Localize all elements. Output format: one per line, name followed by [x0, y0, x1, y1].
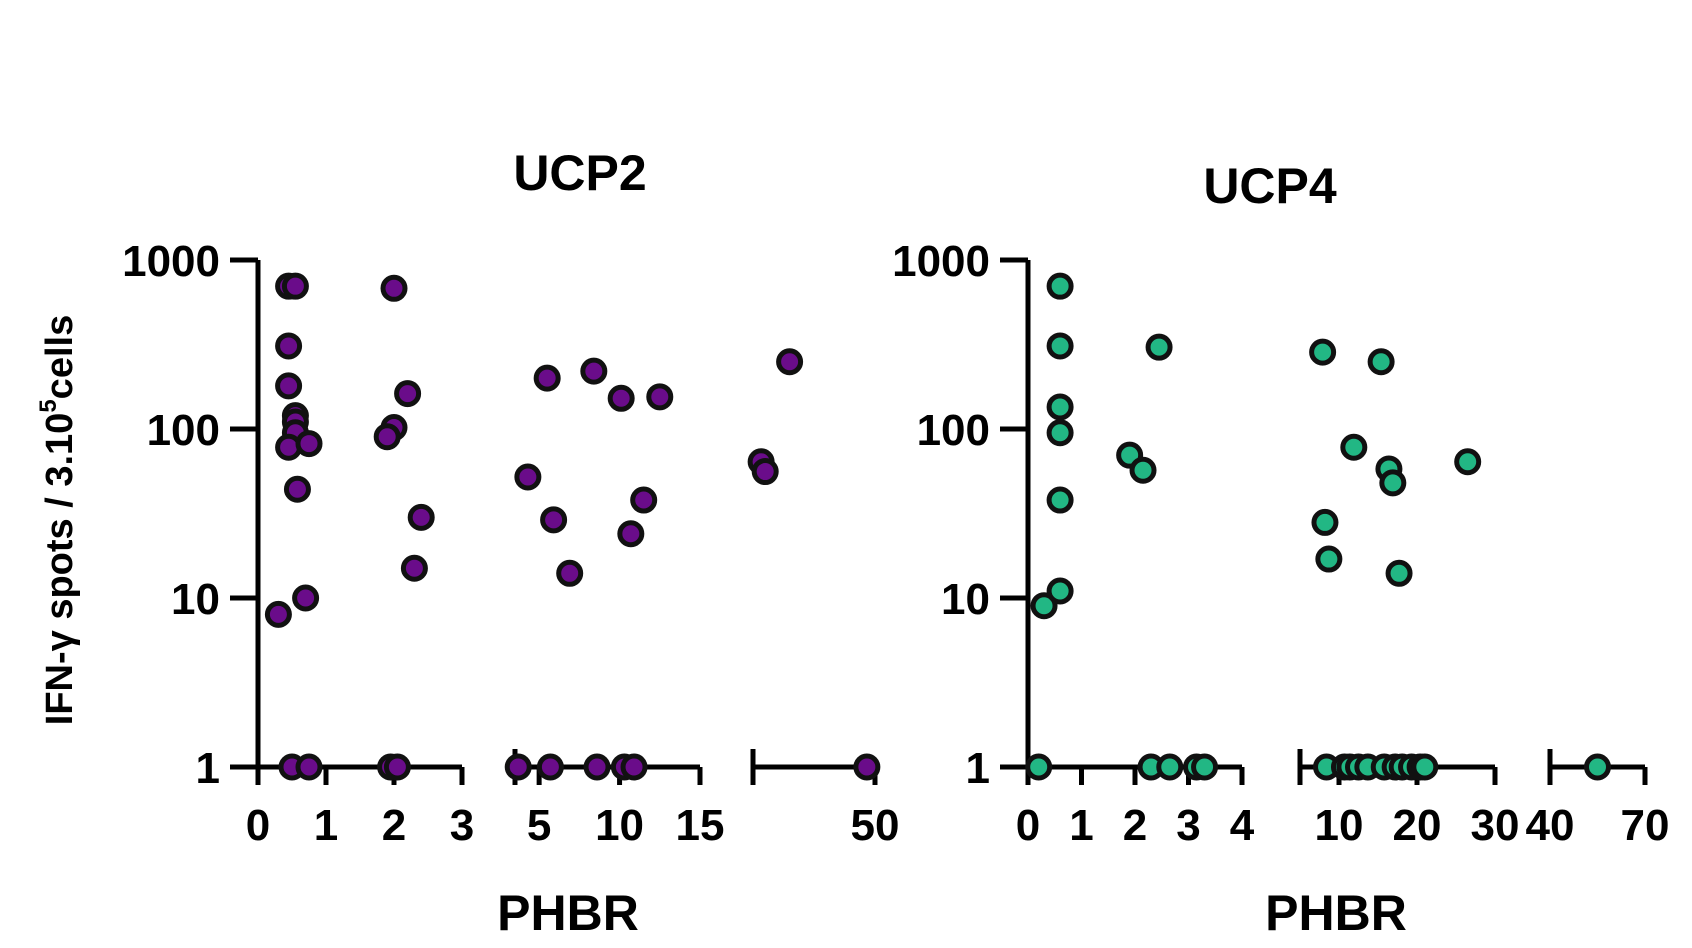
- data-point: [1046, 486, 1074, 514]
- x-tick-label: 2: [1123, 801, 1147, 850]
- y-axis-label: IFN-γ spots / 3.105cells: [35, 315, 81, 725]
- data-point: [1367, 348, 1395, 376]
- x-tick-label: 5: [527, 801, 551, 850]
- x-tick-label: 1: [314, 801, 338, 850]
- data-point: [283, 475, 311, 503]
- data-point: [751, 458, 779, 486]
- data-point: [1046, 272, 1074, 300]
- data-point: [1191, 753, 1219, 781]
- data-point: [646, 383, 674, 411]
- data-point: [1411, 753, 1439, 781]
- data-point: [630, 486, 658, 514]
- x-tick-label: 1: [1069, 801, 1093, 850]
- data-point: [1156, 753, 1184, 781]
- data-point: [620, 753, 648, 781]
- y-tick-label: 100: [147, 406, 220, 455]
- data-point: [292, 584, 320, 612]
- data-point: [1046, 332, 1074, 360]
- data-point: [504, 753, 532, 781]
- y-tick-label: 1: [196, 744, 220, 793]
- x-tick-label: 70: [1621, 801, 1670, 850]
- data-point: [1046, 577, 1074, 605]
- y-axis-label-superscript: 5: [35, 399, 62, 412]
- data-point: [295, 430, 323, 458]
- x-tick-label: 50: [851, 801, 900, 850]
- y-axis-label-prefix: IFN-γ spots / 3.10: [39, 413, 81, 726]
- data-point: [533, 364, 561, 392]
- x-tick-label: 40: [1526, 801, 1575, 850]
- x-tick-label: 3: [1176, 801, 1200, 850]
- x-tick-label: 3: [450, 801, 474, 850]
- data-point: [1311, 508, 1339, 536]
- data-point: [1025, 753, 1053, 781]
- data-point: [1309, 338, 1337, 366]
- data-point: [394, 380, 422, 408]
- data-point: [295, 753, 323, 781]
- data-point: [407, 503, 435, 531]
- data-point: [264, 600, 292, 628]
- data-point: [281, 272, 309, 300]
- y-tick-label: 10: [171, 575, 220, 624]
- chart-title: UCP2: [513, 145, 646, 201]
- y-tick-label: 1000: [892, 237, 990, 286]
- x-tick-label: 10: [595, 801, 644, 850]
- y-tick-label: 10: [941, 575, 990, 624]
- x-tick-label: 10: [1315, 801, 1364, 850]
- data-point: [556, 559, 584, 587]
- data-point: [1385, 559, 1413, 587]
- x-tick-label: 30: [1471, 801, 1520, 850]
- y-tick-label: 1: [966, 744, 990, 793]
- data-point: [380, 274, 408, 302]
- data-point: [1129, 456, 1157, 484]
- data-point: [617, 520, 645, 548]
- data-point: [1315, 545, 1343, 573]
- chart-title: UCP4: [1203, 158, 1337, 214]
- x-axis-label: PHBR: [1265, 885, 1407, 941]
- data-point: [583, 753, 611, 781]
- y-tick-label: 100: [917, 406, 990, 455]
- data-point: [1584, 753, 1611, 781]
- data-point: [1379, 469, 1407, 497]
- data-point: [580, 357, 608, 385]
- data-point: [853, 753, 881, 781]
- x-axis-label: PHBR: [497, 885, 639, 941]
- data-point: [373, 423, 401, 451]
- data-point: [1046, 393, 1074, 421]
- y-axis-label-suffix: cells: [39, 315, 81, 400]
- data-point: [1454, 448, 1482, 476]
- data-point: [514, 463, 542, 491]
- x-tick-label: 15: [676, 801, 725, 850]
- data-point: [383, 753, 411, 781]
- data-point: [536, 753, 564, 781]
- data-point: [1046, 419, 1074, 447]
- data-point: [400, 554, 428, 582]
- y-tick-label: 1000: [122, 237, 220, 286]
- x-tick-label: 20: [1393, 801, 1442, 850]
- data-point: [275, 372, 303, 400]
- data-point: [275, 332, 303, 360]
- data-point: [1340, 433, 1368, 461]
- x-tick-label: 0: [246, 801, 270, 850]
- data-point: [607, 384, 635, 412]
- data-point: [1030, 592, 1058, 620]
- data-point: [1145, 333, 1173, 361]
- x-tick-label: 2: [382, 801, 406, 850]
- data-point: [776, 348, 804, 376]
- x-tick-label: 4: [1230, 801, 1255, 850]
- data-point: [540, 506, 568, 534]
- x-tick-label: 0: [1016, 801, 1040, 850]
